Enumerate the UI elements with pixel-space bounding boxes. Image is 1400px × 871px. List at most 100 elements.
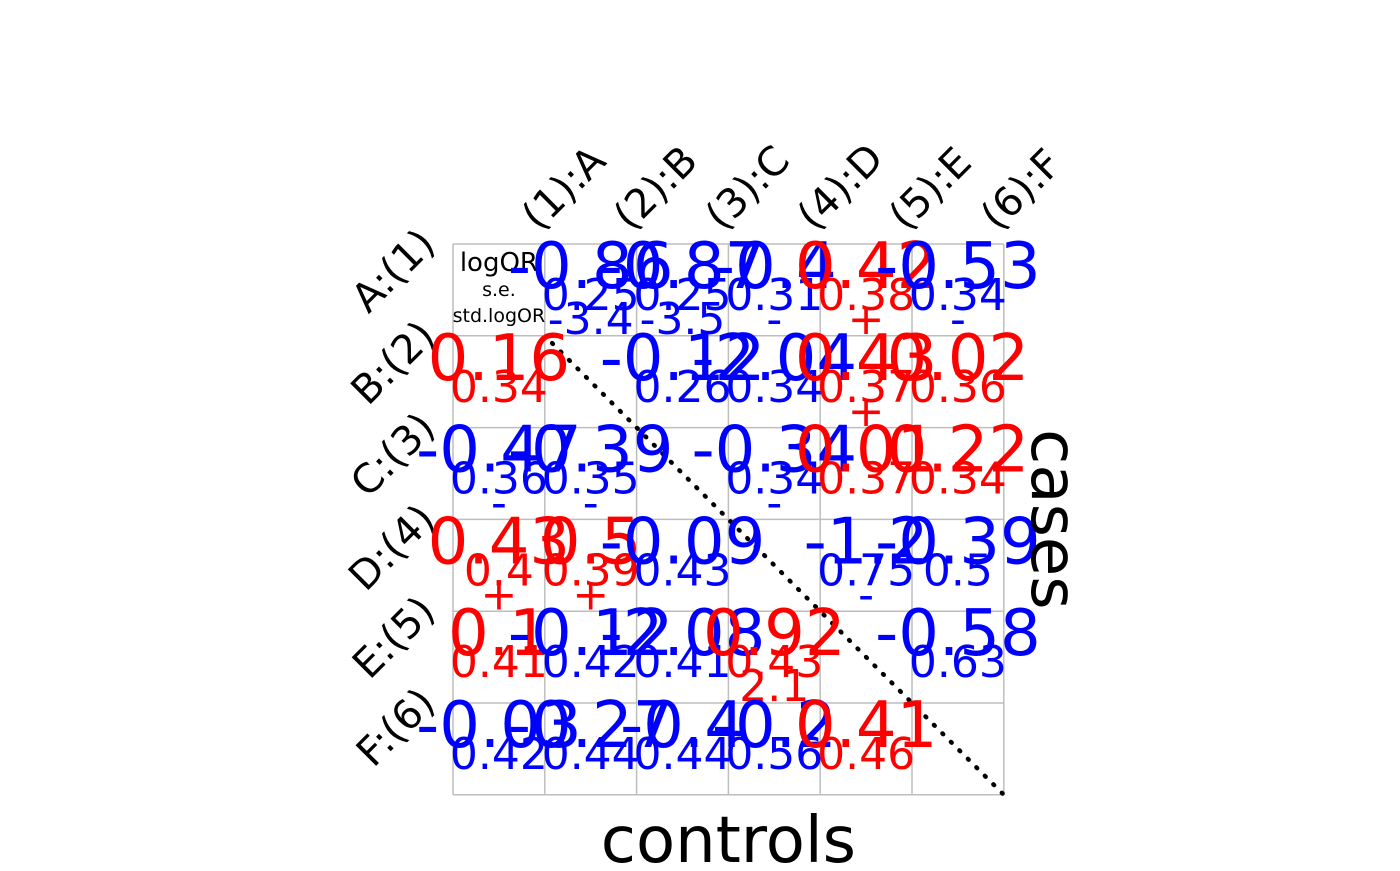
- cell-se: 0.36: [450, 454, 548, 505]
- matrix-cell: 0.010.37: [795, 414, 938, 505]
- matrix-cell: 0.920.432.1: [703, 597, 846, 712]
- matrix-cell: -0.030.42: [416, 689, 582, 780]
- cell-se: 0.44: [634, 729, 732, 780]
- matrix-cell: -1.20.75-: [804, 505, 929, 620]
- cell-std-logor: -: [491, 478, 507, 529]
- matrix-cell: -2.040.34: [692, 322, 858, 413]
- cell-se: 0.75: [817, 545, 915, 596]
- cell-se: 0.43: [634, 545, 732, 596]
- legend-logor-label: logOR: [460, 248, 538, 278]
- cell-std-logor: -3.5: [640, 294, 726, 345]
- matrix-cell: 0.50.39+: [540, 505, 642, 620]
- cell-logor: -0.87: [600, 230, 766, 304]
- cell-std-logor: +: [848, 386, 885, 437]
- cell-se: 0.35: [542, 454, 640, 505]
- cell-logor: 0.42: [795, 230, 938, 304]
- matrix-cell: -0.090.43: [600, 505, 766, 596]
- matrix-cell: -0.40.44: [620, 689, 745, 780]
- matrix-cell: -0.390.5: [875, 505, 1041, 596]
- matrix-cell: 0.430.37+: [795, 322, 938, 437]
- cell-logor: 0.22: [887, 414, 1030, 488]
- matrix-cell: -0.270.44: [508, 689, 674, 780]
- cell-se: 0.37: [817, 454, 915, 505]
- cell-std-logor: -: [858, 569, 874, 620]
- cell-logor: -0.86: [508, 230, 674, 304]
- column-label: (5):E: [881, 139, 981, 239]
- cell-se: 0.4: [464, 545, 534, 596]
- matrix-cell: -0.470.36-: [416, 414, 582, 529]
- cell-logor: -0.47: [416, 414, 582, 488]
- matrix-cell: -0.120.42: [508, 597, 674, 688]
- cell-logor: 0.5: [540, 505, 642, 579]
- column-label: (2):B: [605, 138, 707, 240]
- column-label: (3):C: [697, 137, 799, 239]
- legend-std-label: std.logOR: [453, 305, 546, 327]
- cell-logor: -0.34: [692, 414, 858, 488]
- column-label: (1):A: [513, 137, 615, 239]
- cell-logor: -0.39: [875, 505, 1041, 579]
- cell-std-logor: +: [848, 294, 885, 345]
- cell-std-logor: 2.1: [739, 661, 809, 712]
- cell-se: 0.5: [923, 545, 993, 596]
- cell-se: 0.44: [542, 729, 640, 780]
- cell-logor: -1.2: [804, 505, 929, 579]
- matrix-cell: -2.080.41: [600, 597, 766, 688]
- legend: logOR s.e. std.logOR: [453, 248, 546, 327]
- cell-se: 0.36: [909, 362, 1007, 413]
- matrix-cell: 0.220.34: [887, 414, 1030, 505]
- cell-logor: 0.01: [795, 414, 938, 488]
- cell-se: 0.46: [817, 729, 915, 780]
- cell-se: 0.63: [909, 637, 1007, 688]
- matrix-cell: 0.10.41: [448, 597, 550, 688]
- cell-se: 0.41: [450, 637, 548, 688]
- cell-se: 0.41: [634, 637, 732, 688]
- cell-logor: 0.02: [887, 322, 1030, 396]
- cell-std-logor: -: [766, 294, 782, 345]
- matrix-cell: 0.020.36: [887, 322, 1030, 413]
- cell-se: 0.34: [909, 270, 1007, 321]
- cell-logor: -2.08: [600, 597, 766, 671]
- cell-se: 0.39: [542, 545, 640, 596]
- cell-se: 0.34: [909, 454, 1007, 505]
- cell-values: -0.860.25-3.4-0.870.25-3.5-0.40.31-0.420…: [416, 230, 1041, 780]
- cell-se: 0.37: [817, 362, 915, 413]
- cell-std-logor: -3.4: [548, 294, 634, 345]
- cell-se: 0.34: [725, 362, 823, 413]
- matrix-cell: -0.860.25-3.4: [508, 230, 674, 345]
- cell-logor: -0.27: [508, 689, 674, 763]
- matrix-cell: 0.410.46: [795, 689, 938, 780]
- cell-logor: -0.4: [712, 230, 837, 304]
- cell-logor: 0.43: [428, 505, 571, 579]
- cell-logor: -2.04: [692, 322, 858, 396]
- column-labels: (1):A(2):B(3):C(4):D(5):E(6):F: [513, 135, 1070, 239]
- cell-logor: -0.2: [712, 689, 837, 763]
- cell-std-logor: -: [950, 294, 966, 345]
- y-axis-label: cases: [1016, 429, 1090, 609]
- cell-logor: 0.16: [428, 322, 571, 396]
- cell-logor: -0.12: [600, 322, 766, 396]
- cell-logor: -0.03: [416, 689, 582, 763]
- row-label: A:(1): [343, 221, 444, 322]
- column-label: (4):D: [789, 135, 893, 239]
- cell-se: 0.42: [450, 729, 548, 780]
- cell-std-logor: -: [766, 478, 782, 529]
- cell-logor: -0.12: [508, 597, 674, 671]
- cell-logor: -0.58: [875, 597, 1041, 671]
- matrix-cell: -0.390.35-: [508, 414, 674, 529]
- legend-se-label: s.e.: [482, 279, 516, 301]
- matrix-cell: -0.340.34-: [692, 414, 858, 529]
- matrix-cell: -0.580.63: [875, 597, 1041, 688]
- grid: [452, 243, 1005, 796]
- cell-se: 0.43: [725, 637, 823, 688]
- matrix-cell: -0.20.56: [712, 689, 837, 780]
- cell-logor: 0.92: [703, 597, 846, 671]
- matrix-cell: -0.870.25-3.5: [600, 230, 766, 345]
- cell-se: 0.25: [634, 270, 732, 321]
- row-label: E:(5): [344, 588, 444, 688]
- cell-se: 0.56: [725, 729, 823, 780]
- cell-se: 0.34: [450, 362, 548, 413]
- cell-se: 0.31: [725, 270, 823, 321]
- cell-se: 0.42: [542, 637, 640, 688]
